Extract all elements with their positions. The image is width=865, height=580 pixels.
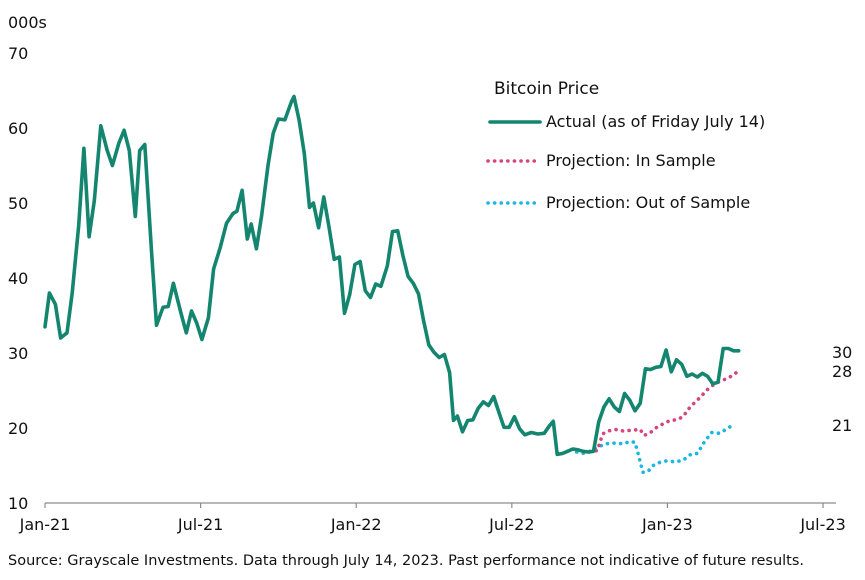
y-tick-label: 60 xyxy=(8,119,28,138)
x-tick-label: Jan-21 xyxy=(19,515,71,534)
y-axis-units-label: 000s xyxy=(8,13,47,32)
y-tick-label: 50 xyxy=(8,194,28,213)
legend-entry-label: Actual (as of Friday July 14) xyxy=(546,112,765,131)
legend-entry-label: Projection: In Sample xyxy=(546,151,716,170)
legend-entry-label: Projection: Out of Sample xyxy=(546,193,750,212)
y-axis-ticks: 10 20 30 40 50 60 70 xyxy=(8,44,28,513)
x-tick-label: Jul-23 xyxy=(799,515,845,534)
source-note: Source: Grayscale Investments. Data thro… xyxy=(8,553,805,569)
series-end-label: 28 xyxy=(832,362,852,381)
x-tick-label: Jan-22 xyxy=(330,515,382,534)
y-tick-label: 30 xyxy=(8,344,28,363)
legend: Bitcoin Price Actual (as of Friday July … xyxy=(486,79,765,212)
y-tick-label: 40 xyxy=(8,269,28,288)
series-line-actual xyxy=(43,94,741,457)
y-tick-label: 70 xyxy=(8,44,28,63)
series-line-out-of-sample xyxy=(574,422,736,475)
x-tick-label: Jan-23 xyxy=(641,515,693,534)
y-tick-label: 20 xyxy=(8,419,28,438)
x-tick-label: Jul-21 xyxy=(177,515,223,534)
x-tick-label: Jul-22 xyxy=(488,515,534,534)
series-end-label: 30 xyxy=(832,343,852,362)
series-end-label: 21 xyxy=(832,416,852,435)
y-tick-label: 10 xyxy=(8,494,28,513)
legend-title: Bitcoin Price xyxy=(494,79,599,99)
x-axis-ticks: Jan-21 Jul-21 Jan-22 Jul-22 Jan-23 Jul-23 xyxy=(19,503,846,534)
bitcoin-price-chart: 000s 10 20 30 40 50 60 70 Jan-21 Jul-21 Jan-22 Ju… xyxy=(8,13,852,534)
series-layer xyxy=(43,94,742,475)
